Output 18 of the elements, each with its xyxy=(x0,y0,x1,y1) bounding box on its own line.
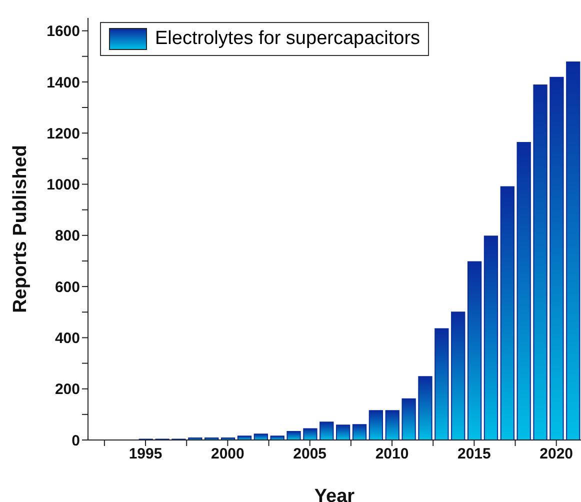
y-axis-title: Reports Published xyxy=(10,145,31,313)
y-tick-label: 1600 xyxy=(46,23,80,40)
legend-label: Electrolytes for supercapacitors xyxy=(155,28,420,50)
x-axis-title: Year xyxy=(314,486,356,502)
y-tick-label: 600 xyxy=(54,278,80,296)
y-tick-label: 200 xyxy=(54,381,80,398)
x-tick-label: 1995 xyxy=(128,446,162,463)
y-tick-label: 800 xyxy=(54,228,80,245)
y-tick-label: 400 xyxy=(54,330,80,348)
y-tick-label: 1000 xyxy=(46,176,80,194)
x-tick-label: 2010 xyxy=(375,446,409,463)
x-tick-label: 2015 xyxy=(457,446,491,463)
y-tick-label: 0 xyxy=(72,432,80,450)
x-tick-label: 2005 xyxy=(293,446,327,463)
x-tick-label: 2020 xyxy=(540,446,574,463)
y-tick-label: 1200 xyxy=(46,125,80,142)
y-tick-label: 1400 xyxy=(46,74,80,92)
x-tick-label: 2000 xyxy=(210,446,244,463)
